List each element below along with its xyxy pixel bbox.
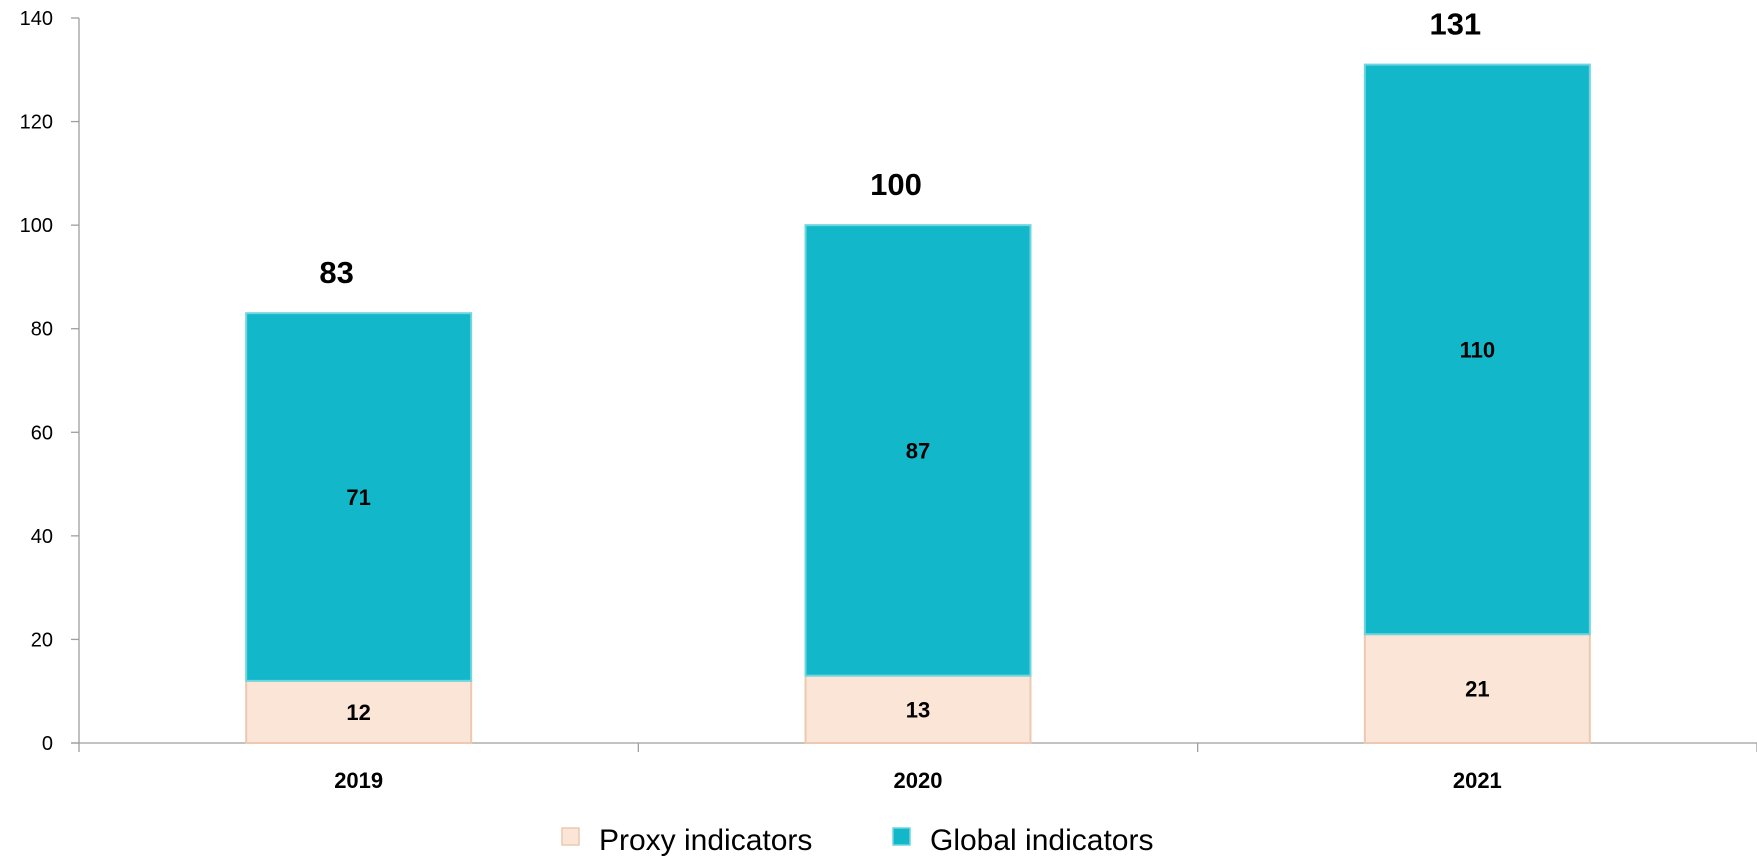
data-label: 87 xyxy=(906,438,930,463)
legend: Proxy indicators Global indicators xyxy=(561,824,1153,857)
data-label: 110 xyxy=(1460,337,1496,362)
legend-swatch-global-indicators xyxy=(892,827,911,846)
x-tick-label: 2020 xyxy=(894,768,943,793)
data-label: 71 xyxy=(346,485,370,510)
y-tick-label: 80 xyxy=(31,319,53,341)
x-tick-label: 2019 xyxy=(334,768,383,793)
y-tick-label: 100 xyxy=(20,215,53,237)
bar-proxy-indicators-2021 xyxy=(1363,633,1591,744)
y-tick-label: 60 xyxy=(31,422,53,444)
y-tick-label: 40 xyxy=(31,526,53,548)
data-label: 21 xyxy=(1465,677,1489,702)
total-label: 83 xyxy=(319,255,353,290)
bars-layer xyxy=(245,63,1591,745)
y-tick-label: 140 xyxy=(20,8,53,30)
bar-proxy-indicators-2020 xyxy=(804,674,1032,745)
legend-swatch-proxy-indicators xyxy=(561,827,580,846)
y-tick-label: 20 xyxy=(31,629,53,651)
legend-label-global-indicators: Global indicators xyxy=(930,824,1153,857)
data-label: 13 xyxy=(906,697,930,722)
total-label: 100 xyxy=(870,167,922,202)
bar-global-indicators-2021 xyxy=(1363,63,1591,636)
y-tick-label: 0 xyxy=(42,733,53,755)
bar-global-indicators-2019 xyxy=(245,312,473,682)
y-tick-label: 120 xyxy=(20,112,53,134)
total-label: 131 xyxy=(1429,7,1481,42)
x-tick-label: 2021 xyxy=(1453,768,1502,793)
legend-label-proxy-indicators: Proxy indicators xyxy=(599,824,812,857)
data-label: 12 xyxy=(346,700,370,725)
labels-layer: 12 71 83 13 87 100 21 110 131 xyxy=(319,7,1495,725)
bar-global-indicators-2020 xyxy=(804,224,1032,677)
